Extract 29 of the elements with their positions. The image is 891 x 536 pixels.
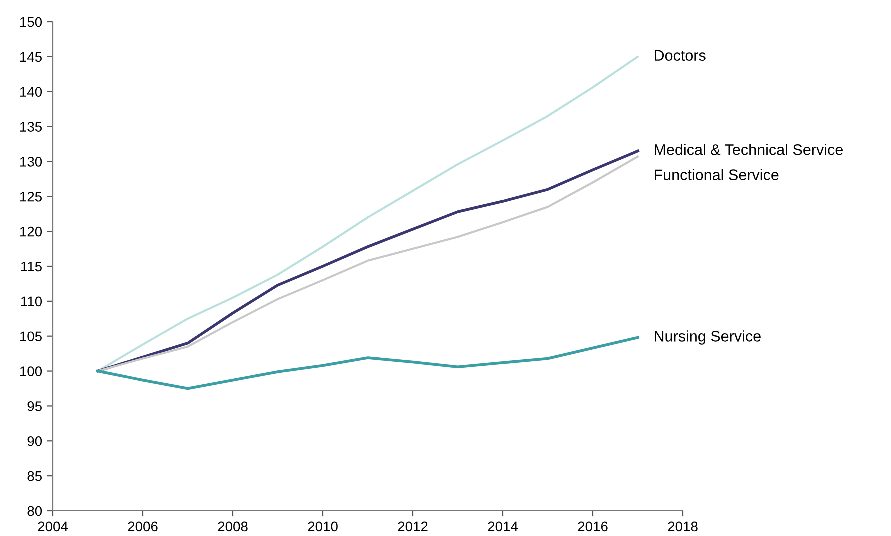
x-tick-label: 2006 <box>128 522 158 532</box>
line-series <box>96 336 640 390</box>
series-label: Nursing Service <box>655 330 761 345</box>
y-tick-label: 145 <box>20 52 42 62</box>
x-tick-label: 2008 <box>218 522 248 532</box>
y-tick-label: 110 <box>21 296 42 307</box>
y-tick-label: 140 <box>20 87 42 98</box>
x-tick-label: 2018 <box>668 522 698 532</box>
y-tick-label: 125 <box>20 192 42 202</box>
y-tick-label: 80 <box>28 506 42 516</box>
x-tick-label: 2012 <box>398 522 428 532</box>
series-label: Medical & Technical Service <box>655 144 843 156</box>
y-tick-label: 100 <box>20 366 42 376</box>
x-tick-label: 2016 <box>578 522 608 532</box>
y-tick-label: 150 <box>20 17 42 28</box>
y-tick-label: 115 <box>21 262 42 272</box>
y-tick-label: 95 <box>28 402 42 412</box>
x-tick-label: 2014 <box>488 522 518 532</box>
line-series <box>96 56 640 372</box>
y-tick-label: 105 <box>20 332 42 342</box>
x-tick-label: 2004 <box>38 522 68 532</box>
series-label: Functional Service <box>655 169 779 180</box>
series-label: Doctors <box>655 50 706 62</box>
y-tick-label: 120 <box>20 226 42 237</box>
y-tick-label: 90 <box>28 436 42 446</box>
x-tick-label: 2010 <box>308 522 338 532</box>
y-tick-label: 135 <box>20 122 42 132</box>
y-tick-label: 130 <box>20 157 42 167</box>
y-tick-label: 85 <box>28 471 42 482</box>
